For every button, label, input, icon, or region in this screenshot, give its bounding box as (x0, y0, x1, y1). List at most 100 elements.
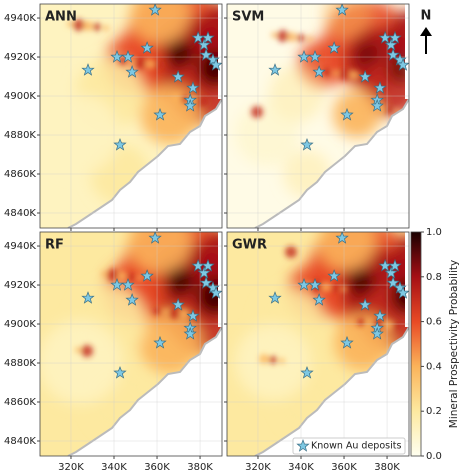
coastline (67, 326, 222, 456)
deposit-star (113, 138, 127, 151)
deposit-star (140, 41, 154, 54)
deposit-star (300, 366, 314, 379)
deposit-star (148, 4, 162, 16)
heat-blob (323, 4, 371, 38)
deposit-star (125, 293, 139, 306)
x-tick-label: 320K (245, 462, 271, 473)
deposit-star (327, 269, 341, 282)
heat-layer (40, 4, 222, 204)
deposit-star (110, 278, 124, 291)
sea-edge (218, 4, 222, 99)
heat-spot (383, 320, 393, 330)
sea-edge (405, 4, 409, 99)
heat-spot (135, 57, 147, 69)
y-tick-label: 4860K (4, 397, 36, 408)
legend: Known Au deposits (292, 437, 406, 455)
deposit-star (327, 41, 341, 54)
heat-spot (83, 21, 93, 31)
deposit-star (197, 37, 211, 51)
legend-box (292, 437, 406, 455)
heat-blob (130, 4, 190, 44)
deposit-star (340, 335, 354, 349)
deposit-star (388, 258, 402, 272)
deposit-star (140, 269, 154, 282)
deposit-star (197, 265, 211, 279)
deposit-star (396, 58, 409, 71)
deposit-star (201, 30, 215, 44)
heat-spot (269, 356, 277, 364)
deposit-star (183, 326, 197, 340)
y-tick-label: 4840K (4, 208, 36, 219)
heat-spot (367, 320, 373, 326)
heat-blob (40, 320, 122, 404)
heat-blob (235, 102, 299, 166)
deposit-star (81, 63, 95, 76)
colorbar-tick-label: 0.0 (426, 451, 442, 462)
panel-body (40, 232, 222, 456)
y-tick-label: 4940K (4, 241, 36, 252)
deposit-star (384, 37, 398, 51)
deposit-star (110, 50, 124, 63)
coastline (254, 326, 409, 456)
y-tick-label: 4860K (4, 169, 36, 180)
heat-spot (93, 23, 101, 31)
heat-spot (81, 345, 93, 357)
deposit-star (297, 50, 311, 63)
heat-blob (166, 40, 194, 68)
deposit-star (358, 69, 372, 83)
deposit-star (268, 63, 282, 76)
heat-spot (127, 273, 135, 281)
heat-blob (333, 90, 381, 138)
heat-spot (103, 25, 109, 31)
panel-title: ANN (45, 10, 77, 25)
heat-spot (287, 32, 297, 42)
deposit-star (268, 291, 282, 304)
map-panel: SVM (224, 3, 410, 231)
deposit-star (206, 52, 220, 66)
y-tick-label: 4880K (4, 358, 36, 369)
deposit-star (171, 69, 185, 83)
coastline (67, 98, 222, 228)
north-label: N (421, 9, 432, 24)
deposit-star (393, 280, 407, 294)
panel-frame (39, 231, 223, 457)
x-tick-label: 380K (374, 462, 400, 473)
deposit-star (209, 286, 222, 299)
y-tick-label: 4900K (4, 91, 36, 102)
y-tick-label: 4920K (4, 52, 36, 63)
heat-spot (107, 269, 119, 281)
panel-frame (226, 231, 410, 457)
heat-spot (339, 68, 351, 80)
panel-body (40, 4, 222, 228)
panel-title: RF (45, 238, 64, 253)
deposit-star (199, 276, 213, 289)
deposit-star (81, 291, 95, 304)
heat-spot (307, 36, 313, 42)
heat-spot (75, 347, 81, 353)
heat-spot (145, 59, 155, 69)
deposit-star (373, 308, 387, 322)
deposit-star (121, 278, 135, 291)
sea-edge (405, 232, 409, 327)
map-panel: ANN 4840K 4860K 4880K 4900K 4920K 4940K (4, 3, 223, 231)
x-tick-label: 340K (101, 462, 127, 473)
heat-spot (197, 95, 209, 107)
deposit-star (340, 107, 354, 121)
deposit-star (153, 335, 167, 349)
x-tick-label: 340K (288, 462, 314, 473)
y-tick-label: 4840K (4, 436, 36, 447)
x-tick-label: 320K (58, 462, 84, 473)
heat-spot (101, 271, 107, 277)
heat-spot (117, 271, 127, 281)
deposit-star (113, 366, 127, 379)
sea (255, 327, 409, 456)
heat-spot (73, 19, 85, 31)
sea (255, 99, 409, 228)
heat-spot (251, 106, 263, 118)
heat-spot (285, 246, 297, 258)
deposit-star (209, 58, 222, 71)
deposit-star (183, 98, 197, 112)
deposit-star (335, 232, 349, 244)
heat-blob (347, 268, 375, 296)
